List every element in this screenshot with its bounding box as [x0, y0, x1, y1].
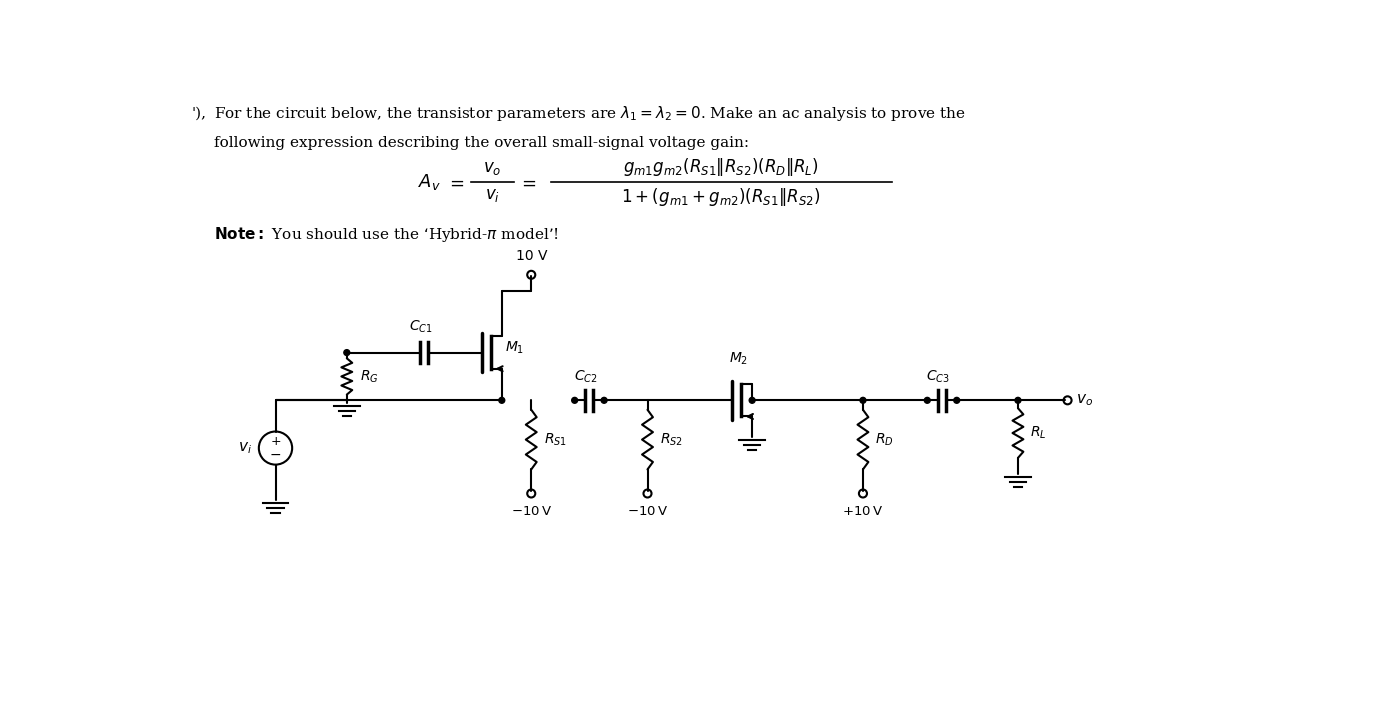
Circle shape [572, 397, 577, 404]
Text: $R_G$: $R_G$ [359, 368, 379, 385]
Text: $\mathbf{Note:}$ You should use the ‘Hybrid-$\pi$ model’!: $\mathbf{Note:}$ You should use the ‘Hyb… [214, 225, 559, 243]
Text: $=$: $=$ [446, 174, 464, 192]
Text: $R_L$: $R_L$ [1030, 425, 1047, 442]
Text: $v_o$: $v_o$ [1076, 393, 1093, 408]
Text: $C_{C2}$: $C_{C2}$ [573, 368, 597, 385]
Text: $C_{C1}$: $C_{C1}$ [408, 319, 432, 335]
Circle shape [601, 397, 607, 404]
Text: +: + [270, 434, 281, 447]
Circle shape [953, 397, 959, 404]
Text: $M_1$: $M_1$ [505, 340, 524, 356]
Circle shape [1015, 397, 1021, 404]
Text: $v_i$: $v_i$ [485, 187, 500, 205]
Circle shape [749, 397, 755, 404]
Text: following expression describing the overall small-signal voltage gain:: following expression describing the over… [214, 136, 748, 150]
Text: $R_{S2}$: $R_{S2}$ [660, 432, 684, 448]
Text: −: − [270, 447, 281, 462]
Text: $R_D$: $R_D$ [875, 432, 895, 448]
Text: $A_v$: $A_v$ [418, 172, 440, 192]
Text: '),: '), [192, 107, 207, 121]
Circle shape [924, 397, 930, 404]
Text: $g_{m1}g_{m2}(R_{S1} \| R_{S2})(R_D \| R_L)$: $g_{m1}g_{m2}(R_{S1} \| R_{S2})(R_D \| R… [624, 157, 819, 178]
Text: $=$: $=$ [519, 174, 537, 192]
Circle shape [499, 397, 505, 404]
Text: $1 + (g_{m1} + g_{m2})(R_{S1} \| R_{S2})$: $1 + (g_{m1} + g_{m2})(R_{S1} \| R_{S2})… [621, 187, 821, 208]
Text: $v_i$: $v_i$ [238, 440, 252, 456]
Circle shape [344, 350, 350, 355]
Circle shape [860, 397, 865, 404]
Text: $v_o$: $v_o$ [484, 160, 502, 177]
Text: $R_{S1}$: $R_{S1}$ [544, 432, 566, 448]
Text: $C_{C3}$: $C_{C3}$ [927, 368, 951, 385]
Text: $-10\,\mathrm{V}$: $-10\,\mathrm{V}$ [510, 505, 552, 518]
Text: $M_2$: $M_2$ [728, 351, 748, 367]
Text: For the circuit below, the transistor parameters are $\lambda_1 = \lambda_2 = 0$: For the circuit below, the transistor pa… [214, 104, 966, 123]
Text: $-10\,\mathrm{V}$: $-10\,\mathrm{V}$ [626, 505, 668, 518]
Text: 10 V: 10 V [516, 249, 547, 264]
Text: $+10\,\mathrm{V}$: $+10\,\mathrm{V}$ [843, 505, 884, 518]
